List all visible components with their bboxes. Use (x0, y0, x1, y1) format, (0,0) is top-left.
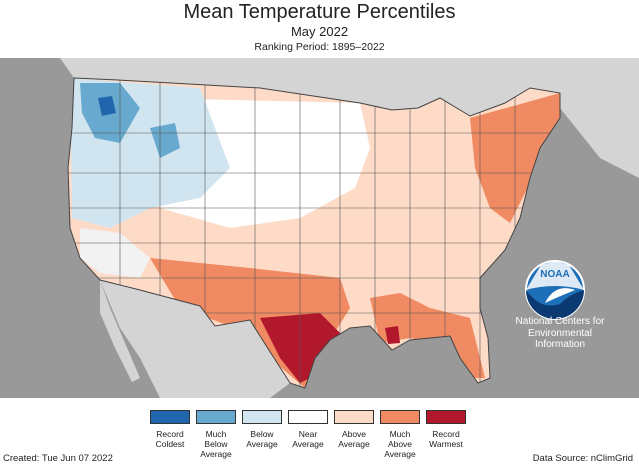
temperature-percentile-map: NOAA (0, 58, 639, 398)
region-record-coldest (98, 96, 116, 116)
legend-label: Below Average (246, 429, 278, 449)
ncei-line-1: National Centers for (515, 316, 605, 327)
legend-label: Above Average (338, 429, 370, 449)
baja-peninsula (100, 280, 140, 382)
legend-item: Record Warmest (424, 410, 468, 449)
data-source: Data Source: nClimGrid (532, 453, 633, 464)
created-date: Created: Tue Jun 07 2022 (3, 453, 113, 464)
mexico-land (100, 280, 290, 398)
legend-item: Record Coldest (148, 410, 192, 449)
legend-swatch (150, 410, 190, 424)
legend-label: Record Warmest (429, 429, 463, 449)
map-subtitle: May 2022 (290, 24, 349, 39)
legend-item: Near Average (286, 410, 330, 449)
region-much-above-average-gulf (370, 293, 485, 378)
legend-swatch (196, 410, 236, 424)
legend-item: Above Average (332, 410, 376, 449)
ncei-agency-name: National Centers for Environmental Infor… (508, 316, 612, 351)
legend-swatch (334, 410, 374, 424)
region-record-warmest-louisiana (385, 326, 400, 344)
legend-item: Much Below Average (194, 410, 238, 459)
ranking-period: Ranking Period: 1895–2022 (254, 41, 385, 53)
legend-label: Near Average (292, 429, 324, 449)
region-near-average-southwest (80, 228, 150, 278)
legend-swatch (380, 410, 420, 424)
ncei-line-3: Information (534, 339, 586, 350)
region-much-below-average-montana (150, 123, 180, 158)
legend-item: Much Above Average (378, 410, 422, 459)
canada-land (0, 58, 639, 178)
ncei-line-2: Environmental (528, 327, 592, 339)
legend-swatch (288, 410, 328, 424)
legend-label: Much Above Average (384, 429, 416, 459)
legend-swatch (242, 410, 282, 424)
svg-text:NOAA: NOAA (540, 269, 569, 280)
legend-label: Record Coldest (155, 429, 185, 449)
noaa-logo-icon: NOAA (525, 260, 585, 320)
state-borders (68, 78, 560, 388)
legend-item: Below Average (240, 410, 284, 449)
map-title: Mean Temperature Percentiles (183, 1, 456, 23)
legend-swatch (426, 410, 466, 424)
legend-label: Much Below Average (200, 429, 232, 459)
